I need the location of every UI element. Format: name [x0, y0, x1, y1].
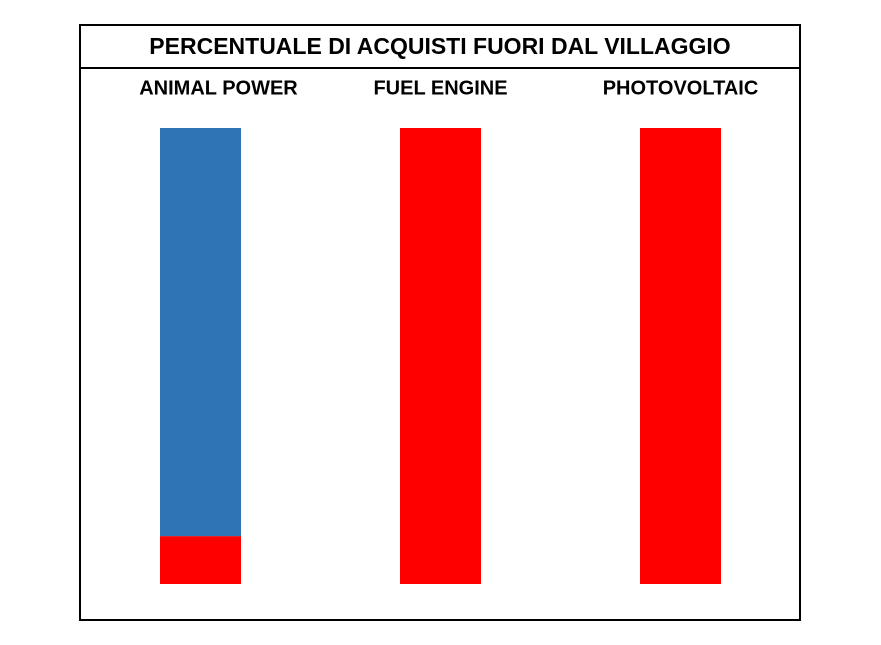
bar-segment — [160, 128, 241, 537]
bar-segment — [400, 128, 481, 584]
category-label: FUEL ENGINE — [373, 77, 507, 99]
category-label: ANIMAL POWER — [139, 77, 298, 99]
chart-title: PERCENTUALE DI ACQUISTI FUORI DAL VILLAG… — [149, 33, 730, 59]
category-label: PHOTOVOLTAIC — [603, 77, 759, 99]
bar-segment — [160, 536, 241, 584]
bar-segment — [640, 128, 721, 584]
